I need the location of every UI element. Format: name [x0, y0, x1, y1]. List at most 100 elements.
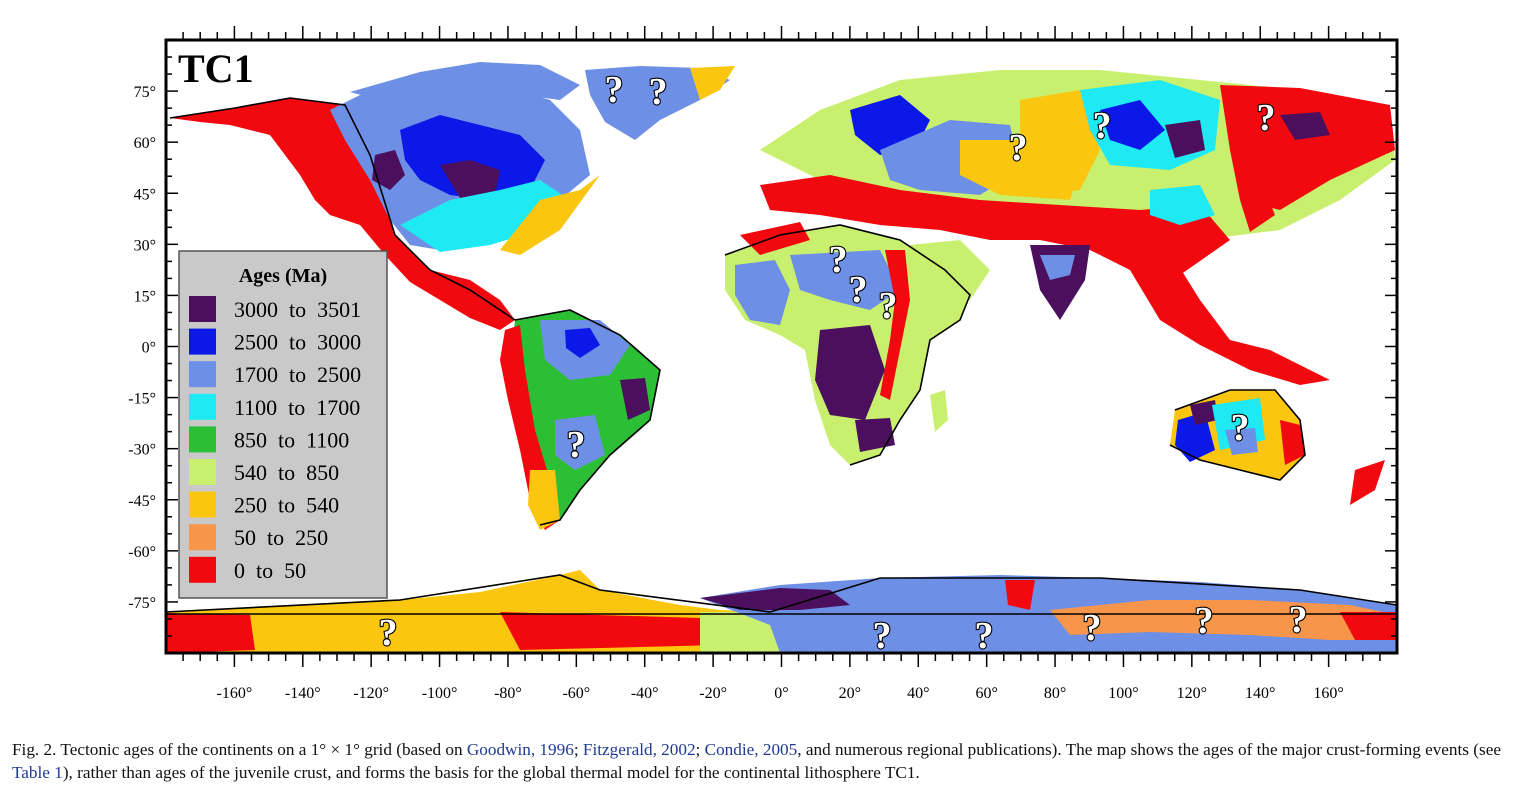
lat-tick-label: -30°	[128, 442, 156, 459]
legend-label: 1700 to 2500	[234, 362, 361, 387]
region-east-antarctica-edge	[1340, 612, 1397, 640]
lat-tick-label: 60°	[134, 135, 156, 152]
region-east-antarctica-archean	[700, 588, 850, 610]
coastline-australia	[1169, 389, 1306, 481]
unknown-age-marker: ?	[975, 615, 994, 657]
lon-tick-label: -80°	[494, 685, 522, 702]
region-rio-de-la-plata	[555, 415, 605, 470]
region-central-america	[430, 270, 515, 330]
lat-tick-label: 15°	[134, 288, 156, 305]
unknown-age-marker: ?	[1289, 599, 1308, 641]
tectonic-age-figure: 75° 60° 45° 30° 15° 0° -15° -30° -45° -60° -75° -1…	[128, 26, 1399, 702]
region-congo-craton	[815, 325, 885, 420]
caption-text-2: , and numerous regional publications). T…	[797, 740, 1501, 759]
legend-label: 3000 to 3501	[234, 297, 361, 322]
region-anabar	[1100, 100, 1165, 150]
caption-text-1: Fig. 2. Tectonic ages of the continents …	[12, 740, 467, 759]
lon-tick-label: 40°	[907, 685, 929, 702]
citation-fitzgerald[interactable]: Fitzgerald, 2002	[582, 740, 696, 759]
region-west-african-craton	[735, 260, 790, 325]
region-patagonia	[528, 470, 560, 530]
region-tethyan-orogens	[960, 140, 1080, 200]
legend-items: 3000 to 3501 2500 to 3000 1700 to 2500 1100…	[189, 296, 361, 583]
lon-tick-label: -120°	[353, 685, 389, 702]
caption-separator-2: ;	[695, 740, 705, 759]
region-arabia	[910, 240, 990, 300]
lon-tick-label: 0°	[774, 685, 788, 702]
unknown-age-marker: ?	[1231, 407, 1250, 449]
unknown-age-marker: ?	[879, 285, 898, 327]
latitude-axis: 75° 60° 45° 30° 15° 0° -15° -30° -45° -60° -75°	[128, 56, 1397, 637]
lon-tick-label: -60°	[562, 685, 590, 702]
legend-label: 0 to 50	[234, 558, 306, 583]
legend-label: 1100 to 1700	[234, 395, 360, 420]
region-sahara-metacraton	[790, 250, 900, 310]
citation-goodwin[interactable]: Goodwin, 1996	[466, 740, 574, 759]
lon-tick-label: 80°	[1044, 685, 1066, 702]
caption-separator-1: ;	[573, 740, 583, 759]
longitude-axis: -160° -140° -120° -100° -80° -60° -40° -20° 0° 20…	[182, 26, 1381, 702]
region-greenland-margin	[690, 66, 735, 100]
lat-tick-label: -60°	[128, 544, 156, 561]
table-1-link[interactable]: Table 1	[12, 763, 63, 782]
lat-tick-label: 0°	[142, 340, 156, 357]
unknown-age-marker: ?	[1257, 97, 1276, 139]
legend-swatch	[189, 393, 216, 420]
lat-tick-label: 75°	[134, 84, 156, 101]
age-regions	[166, 62, 1397, 653]
lat-tick-label: -15°	[128, 391, 156, 408]
lon-tick-label: -40°	[631, 685, 659, 702]
lon-tick-label: -140°	[285, 685, 321, 702]
unknown-age-marker: ?	[567, 424, 586, 466]
region-east-africa-rift	[880, 250, 910, 400]
region-kaapvaal	[855, 418, 895, 452]
coastline-south-america	[514, 309, 661, 526]
lat-tick-label: 30°	[134, 237, 156, 254]
coastlines	[166, 97, 1397, 615]
legend-swatch	[189, 361, 216, 388]
region-yilgarn	[1175, 412, 1215, 462]
unknown-age-marker: ?	[829, 239, 848, 281]
unknown-age-marker: ?	[873, 615, 892, 657]
figure-caption: Fig. 2. Tectonic ages of the continents …	[12, 738, 1512, 784]
citation-condie[interactable]: Condie, 2005	[704, 740, 798, 759]
unknown-age-marker: ?	[605, 69, 624, 111]
region-canadian-archean	[400, 115, 545, 200]
region-aldan	[1165, 120, 1205, 158]
coastline-africa	[724, 224, 971, 466]
lon-tick-label: 60°	[975, 685, 997, 702]
region-india-margin	[1040, 255, 1075, 280]
legend-swatch	[189, 491, 216, 518]
lon-tick-label: -160°	[217, 685, 253, 702]
lat-tick-label: -75°	[128, 595, 156, 612]
legend-swatch	[189, 524, 216, 551]
lon-tick-label: 120°	[1177, 685, 1207, 702]
region-north-america-cordillera	[170, 98, 470, 318]
legend-swatch	[189, 296, 216, 322]
region-southeast-asia	[1130, 260, 1330, 385]
legend-title: Ages (Ma)	[239, 265, 327, 287]
region-madagascar	[930, 390, 948, 432]
legend-label: 540 to 850	[234, 460, 339, 485]
unknown-age-marker: ?	[649, 71, 668, 113]
lat-tick-label: -45°	[128, 493, 156, 510]
map-title: TC1	[178, 46, 254, 91]
legend-label: 250 to 540	[234, 493, 339, 518]
legend-label: 850 to 1100	[234, 427, 349, 452]
region-new-zealand	[1350, 460, 1385, 505]
region-japan	[1240, 190, 1275, 232]
region-guiana-archean	[565, 328, 600, 358]
lon-tick-label: 100°	[1108, 685, 1138, 702]
unknown-age-markers: ????????????????	[377, 68, 1308, 658]
region-west-antarctica-red	[166, 613, 255, 653]
lon-tick-label: -100°	[422, 685, 458, 702]
region-kolyma	[1280, 112, 1330, 140]
region-east-antarctica-margin	[1050, 600, 1397, 640]
unknown-age-marker: ?	[1195, 600, 1214, 642]
age-legend: Ages (Ma) 3000 to 3501 2500 to 3000 1700 t…	[178, 250, 388, 599]
region-superior-craton	[440, 160, 500, 198]
region-grenville	[400, 180, 570, 252]
legend-swatch	[189, 459, 216, 485]
region-atlas	[740, 222, 810, 255]
region-antarctica-red-spot	[1005, 580, 1035, 610]
